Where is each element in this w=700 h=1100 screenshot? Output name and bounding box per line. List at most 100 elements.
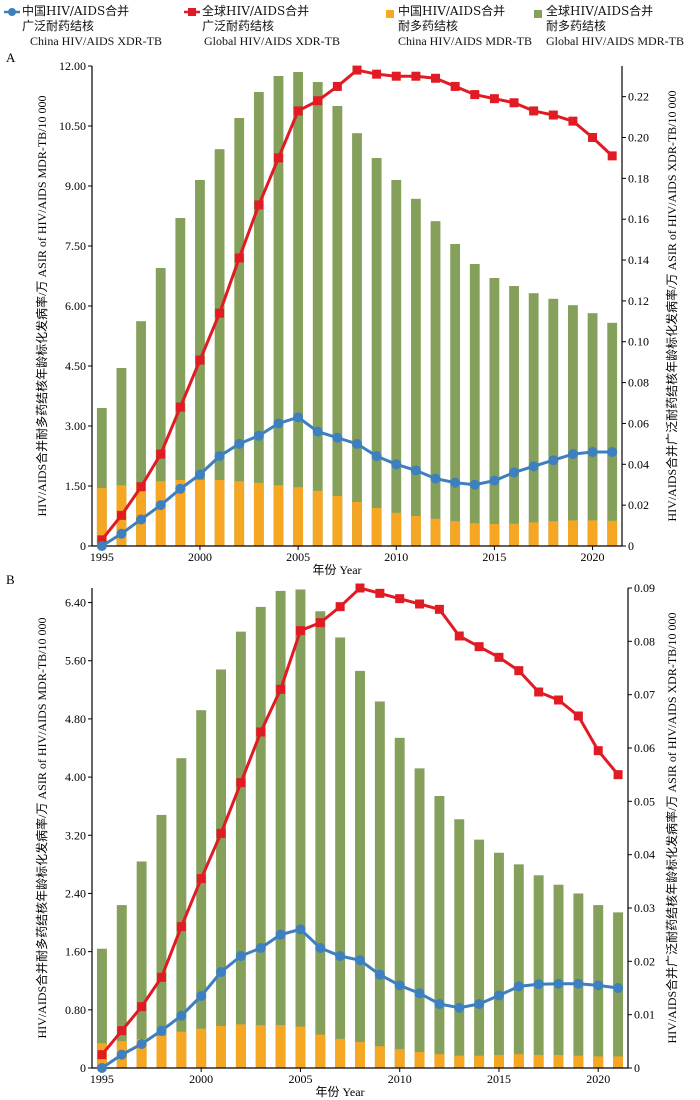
y-right-tick-label: 0.02 — [634, 954, 655, 968]
legend-label-en: China HIV/AIDS XDR-TB — [30, 34, 162, 48]
legend-item-global-xdr: 全球HIV/AIDS合并 广泛耐药结核 Global HIV/AIDS XDR-… — [184, 4, 340, 49]
bar-global-mdr — [332, 106, 343, 546]
point-china-xdr — [469, 479, 480, 490]
point-global-xdr — [116, 510, 126, 520]
bar-china-mdr — [235, 1024, 246, 1068]
point-china-xdr — [430, 473, 441, 484]
legend-label-zh2: 耐多药结核 — [398, 19, 459, 33]
bar-global-mdr — [489, 278, 500, 546]
bar-china-mdr — [96, 488, 107, 546]
bar-china-mdr — [214, 480, 225, 546]
bar-global-mdr — [293, 72, 304, 546]
bar-global-mdr — [469, 264, 480, 546]
point-china-xdr — [295, 924, 306, 935]
x-axis-title: 年份 Year — [312, 563, 361, 577]
point-global-xdr — [196, 874, 206, 884]
point-global-xdr — [434, 604, 444, 614]
point-china-xdr — [312, 426, 323, 437]
y-left-tick-label: 4.80 — [65, 712, 86, 726]
bar-global-mdr — [430, 221, 441, 546]
legend-item-global-mdr: 全球HIV/AIDS合并 耐多药结核 Global HIV/AIDS MDR-T… — [534, 4, 684, 49]
point-china-xdr — [335, 951, 346, 961]
bar-china-mdr — [533, 1054, 544, 1068]
bar-global-mdr — [234, 118, 245, 546]
bar-china-mdr — [553, 1054, 564, 1068]
point-china-xdr — [509, 467, 520, 478]
legend-label-zh2: 广泛耐药结核 — [202, 19, 275, 33]
point-china-xdr — [613, 983, 624, 993]
y-right-tick-label: 0.03 — [634, 901, 655, 915]
y-right-tick-label: 0.06 — [628, 416, 649, 430]
y-left-tick-label: 2.40 — [65, 886, 86, 900]
point-global-xdr — [256, 727, 266, 737]
bar-global-mdr — [136, 321, 146, 546]
point-china-xdr — [235, 951, 246, 961]
bar-global-mdr — [96, 408, 107, 546]
point-china-xdr — [176, 1010, 187, 1021]
bar-china-mdr — [469, 523, 480, 546]
y-right-tick-label: 0.10 — [628, 335, 649, 349]
bar-global-mdr — [568, 305, 578, 546]
bar-china-mdr — [136, 482, 146, 546]
y-left-tick-label: 1.50 — [65, 479, 86, 493]
y-left-tick-label: 7.50 — [65, 239, 86, 253]
point-china-xdr — [96, 1063, 107, 1073]
bar-global-mdr — [214, 149, 225, 546]
y-right-tick-label: 0.16 — [628, 212, 649, 226]
bar-china-mdr — [450, 521, 461, 546]
point-china-xdr — [156, 1025, 167, 1036]
x-tick-label: 2015 — [487, 1072, 511, 1086]
y-left-tick-label: 4.00 — [65, 770, 86, 784]
bar-global-mdr — [533, 875, 544, 1068]
bar-china-mdr — [430, 518, 441, 546]
bar-global-mdr — [335, 637, 346, 1068]
bar-global-mdr — [255, 606, 266, 1068]
bar-global-mdr — [587, 313, 598, 546]
y-right-tick-label: 0.04 — [634, 848, 655, 862]
point-china-xdr — [434, 999, 445, 1009]
x-tick-label: 2020 — [581, 550, 605, 564]
bar-global-mdr — [253, 92, 264, 546]
x-tick-label: 2005 — [286, 550, 310, 564]
legend-label-zh: 中国HIV/AIDS合并 — [398, 4, 506, 18]
point-china-xdr — [450, 477, 461, 488]
point-china-xdr — [513, 981, 524, 992]
bar-china-mdr — [513, 1054, 524, 1068]
bar-china-mdr — [155, 481, 166, 546]
bar-global-mdr — [394, 737, 405, 1068]
point-china-xdr — [371, 451, 382, 462]
legend-label-zh2: 耐多药结核 — [546, 19, 607, 33]
point-global-xdr — [137, 1002, 147, 1012]
point-china-xdr — [96, 541, 107, 551]
point-global-xdr — [415, 599, 425, 609]
point-global-xdr — [474, 642, 484, 652]
point-global-xdr — [489, 94, 499, 104]
point-global-xdr — [175, 402, 185, 412]
bar-china-mdr — [176, 1031, 187, 1068]
point-global-xdr — [295, 626, 305, 636]
x-tick-label: 2005 — [288, 1072, 312, 1086]
point-china-xdr — [214, 451, 225, 462]
legend-label-zh2: 广泛耐药结核 — [22, 19, 95, 33]
bar-global-mdr — [312, 82, 323, 546]
bar-global-mdr — [156, 814, 167, 1068]
bar-china-mdr — [273, 485, 284, 546]
point-global-xdr — [431, 73, 441, 83]
point-china-xdr — [567, 449, 578, 460]
y-right-tick-label: 0.20 — [628, 130, 649, 144]
y-left-tick-label: 12.00 — [59, 59, 86, 73]
point-global-xdr — [195, 355, 205, 365]
y-left-tick-label: 0 — [80, 539, 86, 553]
point-china-xdr — [175, 483, 186, 494]
point-china-xdr — [315, 943, 326, 953]
bar-china-mdr — [434, 1054, 445, 1068]
y-left-tick-label: 0.80 — [65, 1003, 86, 1017]
point-china-xdr — [273, 418, 284, 429]
point-china-xdr — [255, 943, 266, 953]
point-china-xdr — [573, 978, 584, 989]
bar-china-mdr — [391, 512, 402, 546]
y-left-tick-label: 5.60 — [65, 654, 86, 668]
point-china-xdr — [489, 475, 500, 486]
legend-marker-bar — [386, 10, 394, 18]
bar-china-mdr — [216, 1025, 226, 1068]
